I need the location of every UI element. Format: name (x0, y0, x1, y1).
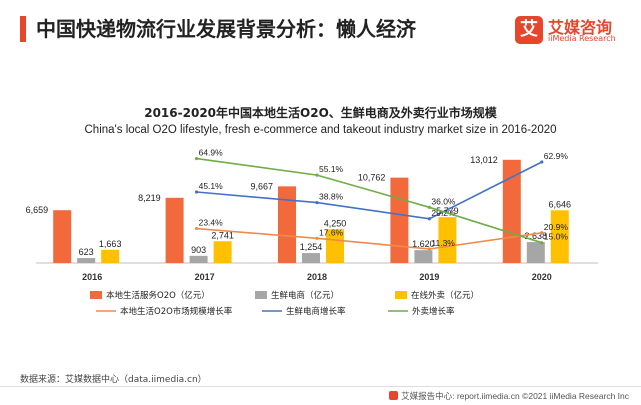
logo-name: 艾媒咨询 (548, 18, 613, 37)
growth-value-label: 20.9% (544, 222, 569, 232)
growth-value-label: 62.9% (544, 151, 569, 161)
bar-takeout (326, 229, 344, 263)
bar-o2o (278, 186, 296, 263)
data-source: 数据来源：艾媒数据中心（data.iimedia.cn） (20, 375, 207, 385)
bar-value-label: 9,667 (250, 181, 273, 191)
x-tick-label: 2019 (419, 272, 439, 282)
bar-value-label: 5,779 (436, 206, 459, 216)
footer-divider (0, 386, 641, 387)
growth-value-label: 36.0% (431, 196, 456, 206)
bar-value-label: 623 (79, 247, 94, 257)
growth-value-label: 45.1% (199, 181, 224, 191)
bar-value-label: 10,762 (358, 173, 386, 183)
bar-fresh (302, 253, 320, 263)
growth-point (540, 241, 544, 245)
growth-point (315, 173, 319, 177)
bar-value-label: 8,219 (138, 193, 161, 203)
legend-swatch (395, 291, 407, 299)
bar-value-label: 1,254 (300, 242, 323, 252)
bar-takeout (550, 210, 569, 263)
growth-point (427, 217, 431, 221)
growth-value-label: 38.8% (319, 192, 344, 202)
x-tick-label: 2020 (532, 272, 552, 282)
growth-point (315, 236, 319, 240)
legend-label: 外卖增长率 (412, 306, 455, 317)
bar-value-label: 2,741 (211, 230, 234, 240)
page-title: 中国快递物流行业发展背景分析：懒人经济 (36, 17, 416, 41)
growth-point (540, 160, 544, 164)
bar-takeout (101, 249, 120, 263)
footer-text: 艾媒报告中心: report.iimedia.cn ©2021 iiMedia … (401, 391, 629, 401)
bar-takeout (213, 241, 232, 263)
bar-value-label: 1,663 (99, 239, 122, 249)
title-accent-bar (20, 16, 26, 42)
growth-value-label: 23.4% (199, 218, 224, 228)
bar-value-label: 903 (191, 245, 206, 255)
legend-swatch (90, 291, 102, 299)
bar-value-label: 2,638 (525, 231, 548, 241)
growth-value-label: 17.6% (319, 227, 344, 237)
bar-fresh (77, 258, 96, 263)
logo-sub: iiMedia Research (548, 34, 616, 43)
chart-title: 2016-2020年中国本地生活O2O、生鲜电商及外卖行业市场规模 (144, 106, 497, 120)
bar-value-label: 13,012 (470, 155, 498, 165)
growth-point (540, 231, 544, 235)
bar-o2o (165, 197, 184, 263)
bar-o2o (502, 159, 521, 263)
logo: 艾 艾媒咨询 iiMedia Research (515, 14, 625, 48)
bar-fresh (189, 255, 208, 263)
growth-line-fresh (196, 161, 543, 220)
bar-fresh (526, 242, 545, 263)
bar-value-label: 1,620 (412, 239, 435, 249)
bar-value-label: 4,250 (324, 218, 347, 228)
x-tick-label: 2018 (307, 272, 327, 282)
legend-label: 本地生活O2O市场规模增长率 (120, 306, 233, 317)
chart-subtitle: China's local O2O lifestyle, fresh e-com… (84, 124, 557, 136)
bar-fresh (414, 250, 433, 263)
x-tick-label: 2017 (195, 272, 215, 282)
bar-takeout (438, 217, 457, 263)
growth-value-label: 29.2% (431, 208, 456, 218)
footer-logo-icon (389, 391, 399, 400)
bar-o2o (53, 210, 72, 263)
growth-line-takeout (196, 157, 543, 244)
growth-point (427, 205, 431, 209)
legend-swatch (255, 291, 267, 299)
growth-point (195, 156, 199, 161)
legend-label: 生鲜电商（亿元） (271, 290, 339, 301)
legend-label: 在线外卖（亿元） (411, 290, 479, 301)
growth-line-o2o (196, 227, 542, 250)
growth-value-label: 15.0% (544, 232, 569, 242)
bar-o2o (390, 177, 409, 263)
x-tick-label: 2016 (82, 272, 102, 282)
header: 中国快递物流行业发展背景分析：懒人经济 艾 艾媒咨询 iiMedia Resea… (0, 0, 641, 58)
growth-point (195, 190, 199, 194)
bar-value-label: 6,659 (26, 205, 49, 215)
growth-value-label: 55.1% (319, 164, 344, 174)
legend-label: 生鲜电商增长率 (286, 306, 346, 317)
logo-mark-icon: 艾 (515, 16, 543, 44)
growth-value-label: 64.9% (199, 148, 224, 158)
bar-value-label: 6,646 (549, 199, 572, 209)
legend-label: 本地生活服务O2O（亿元） (106, 290, 210, 301)
growth-point (195, 226, 199, 231)
growth-point (315, 200, 319, 205)
growth-point (427, 247, 431, 251)
growth-value-label: 11.3% (431, 238, 455, 248)
footer: 艾媒报告中心: report.iimedia.cn ©2021 iiMedia … (389, 390, 629, 402)
